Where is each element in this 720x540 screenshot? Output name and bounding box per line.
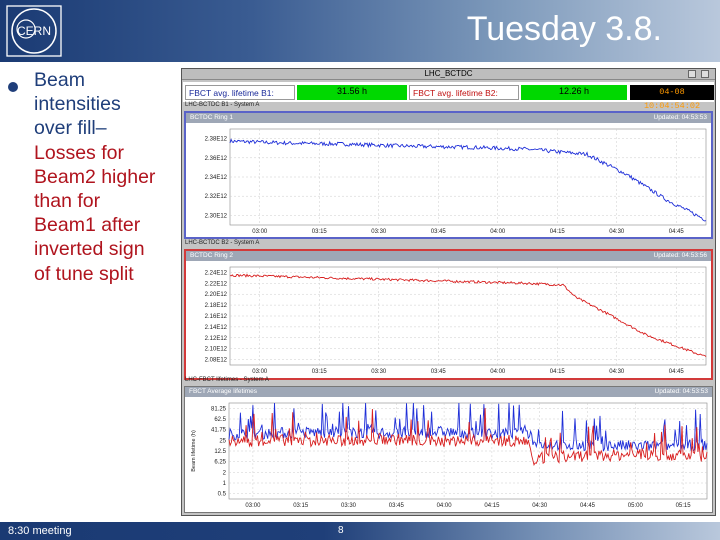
- lifetime-b1-value: 31.56 h: [297, 85, 407, 100]
- x-tick-label: 03:00: [252, 369, 268, 375]
- x-tick-label: 04:00: [490, 369, 506, 375]
- bullet-line: Beam1 after: [34, 214, 141, 237]
- chart-fbct: 81.25 62.5 41.75 25 12.5 6.25 2 1 0.5 03:00 03:15 0…: [191, 402, 708, 509]
- x-tick-label: 05:00: [628, 503, 644, 509]
- x-tick-label: 04:15: [484, 503, 500, 509]
- x-tick-label: 03:15: [312, 369, 328, 375]
- y-tick-label: 2.36E12: [205, 156, 228, 162]
- y-tick-label: 41.75: [211, 428, 227, 434]
- x-tick-label: 04:45: [669, 229, 685, 235]
- y-tick-label: 6.25: [214, 460, 226, 466]
- y-tick-label: 1: [223, 481, 227, 487]
- y-tick-label: 2.34E12: [205, 175, 228, 181]
- lifetime-b2-value: 12.26 h: [521, 85, 627, 100]
- slide-footer: 8:30 meeting 8: [0, 522, 720, 540]
- x-tick-label: 05:15: [676, 503, 692, 509]
- panel-ring1-updated: Updated: 04:53:53: [653, 114, 708, 121]
- panel-ring2-title: BCTDC Ring 2: [186, 251, 711, 261]
- slide-header: CERN Tuesday 3.8.: [0, 0, 720, 62]
- x-tick-label: 04:30: [609, 369, 625, 375]
- x-tick-label: 03:30: [371, 229, 387, 235]
- footer-meeting: 8:30 meeting: [8, 525, 72, 537]
- series-line-0: [229, 273, 707, 358]
- panel-ring2-updated: Updated: 04:53:56: [653, 252, 708, 259]
- panel-fbct: FBCT Average lifetimes Updated: 04:53:53…: [184, 386, 713, 513]
- y-tick-label: 2.18E12: [205, 303, 228, 309]
- x-tick-label: 04:45: [580, 503, 596, 509]
- bullet-line: over fill–: [34, 117, 107, 140]
- bullet-line: than for: [34, 190, 101, 213]
- x-tick-label: 04:45: [669, 369, 685, 375]
- plot-area: [228, 402, 708, 500]
- x-tick-label: 04:30: [532, 503, 548, 509]
- x-tick-label: 03:00: [245, 503, 261, 509]
- panel-fbct-updated: Updated: 04:53:53: [654, 388, 709, 395]
- y-tick-label: 0.5: [218, 492, 227, 498]
- x-tick-label: 04:15: [550, 229, 566, 235]
- y-tick-label: 2.14E12: [205, 325, 228, 331]
- system-b1-label: LHC-BCTDC B1 - System A: [185, 102, 260, 108]
- panel-ring1-title: BCTDC Ring 1: [186, 113, 711, 123]
- y-tick-label: 2.08E12: [205, 358, 228, 364]
- footer-page-number: 8: [338, 525, 344, 536]
- chart-ring2: 2.24E12 2.22E12 2.20E12 2.18E12 2.16E12 2.14E…: [205, 266, 707, 375]
- x-tick-label: 03:45: [431, 369, 447, 375]
- x-tick-label: 03:00: [252, 229, 268, 235]
- x-tick-label: 04:30: [609, 229, 625, 235]
- lifetime-b2-label: FBCT avg. lifetime B2:: [409, 85, 519, 100]
- y-tick-label: 81.25: [211, 406, 227, 412]
- cern-logo: CERN: [6, 5, 62, 57]
- y-tick-label: 2: [223, 470, 227, 476]
- y-tick-label: 2.20E12: [205, 292, 228, 298]
- series-line-0: [229, 138, 707, 222]
- cern-logo-text: CERN: [17, 24, 51, 38]
- y-tick-label: 62.5: [214, 417, 226, 423]
- bullet-icon: [8, 82, 18, 92]
- bctdc-application-window: LHC_BCTDC FBCT avg. lifetime B1: 31.56 h…: [181, 68, 716, 516]
- x-tick-label: 04:15: [550, 369, 566, 375]
- x-tick-label: 04:00: [490, 229, 506, 235]
- bullet-line: intensities: [34, 93, 121, 116]
- x-tick-label: 03:45: [431, 229, 447, 235]
- x-tick-label: 03:30: [371, 369, 387, 375]
- window-title: LHC_BCTDC: [182, 69, 715, 80]
- system-b2-label: LHC-BCTDC B2 - System A: [185, 240, 260, 246]
- x-tick-label: 03:30: [341, 503, 357, 509]
- x-tick-label: 03:45: [389, 503, 405, 509]
- lifetime-b1-label: FBCT avg. lifetime B1:: [185, 85, 295, 100]
- minimize-icon[interactable]: [688, 70, 696, 78]
- y-axis-label: Beam lifetime (h): [191, 430, 197, 472]
- y-tick-label: 2.16E12: [205, 314, 228, 320]
- panel-ring1: BCTDC Ring 1 Updated: 04:53:53 2.38E12 2.…: [184, 111, 713, 239]
- x-tick-label: 03:15: [312, 229, 328, 235]
- x-tick-label: 04:00: [437, 503, 453, 509]
- panel-ring2: BCTDC Ring 2 Updated: 04:53:56 2.24E12 2.…: [184, 249, 713, 380]
- bullet-line: Losses for: [34, 141, 124, 164]
- y-tick-label: 25: [219, 438, 226, 444]
- system-fbct-label: LHC-FBCT lifetimes - System A: [185, 377, 269, 383]
- y-tick-label: 2.30E12: [205, 213, 228, 219]
- bullet-line: Beam: [34, 69, 85, 91]
- y-tick-label: 12.5: [214, 449, 226, 455]
- panel-fbct-title: FBCT Average lifetimes: [185, 387, 712, 397]
- y-tick-label: 2.32E12: [205, 194, 228, 200]
- close-icon[interactable]: [701, 70, 709, 78]
- bullet-line: inverted sign: [34, 238, 145, 261]
- y-tick-label: 2.12E12: [205, 336, 228, 342]
- clock-display: 04-08 10:04:54:02: [630, 85, 714, 111]
- y-tick-label: 2.22E12: [205, 281, 228, 287]
- series-line-1: [228, 408, 708, 466]
- lifetime-bar: FBCT avg. lifetime B1: 31.56 h FBCT avg.…: [183, 82, 714, 111]
- y-tick-label: 2.24E12: [205, 270, 228, 276]
- x-tick-label: 03:15: [293, 503, 309, 509]
- y-tick-label: 2.38E12: [205, 137, 228, 143]
- bullet-line: Beam2 higher: [34, 165, 156, 188]
- y-tick-label: 2.10E12: [205, 347, 228, 353]
- bullet-text: Beam intensities over fill– Losses for Beam2…: [34, 68, 180, 286]
- chart-ring1: 2.38E12 2.36E12 2.34E12 2.32E12 2.30E12 03:00…: [205, 128, 707, 235]
- bullet-line: of tune split: [34, 262, 134, 285]
- slide-title: Tuesday 3.8.: [466, 10, 662, 48]
